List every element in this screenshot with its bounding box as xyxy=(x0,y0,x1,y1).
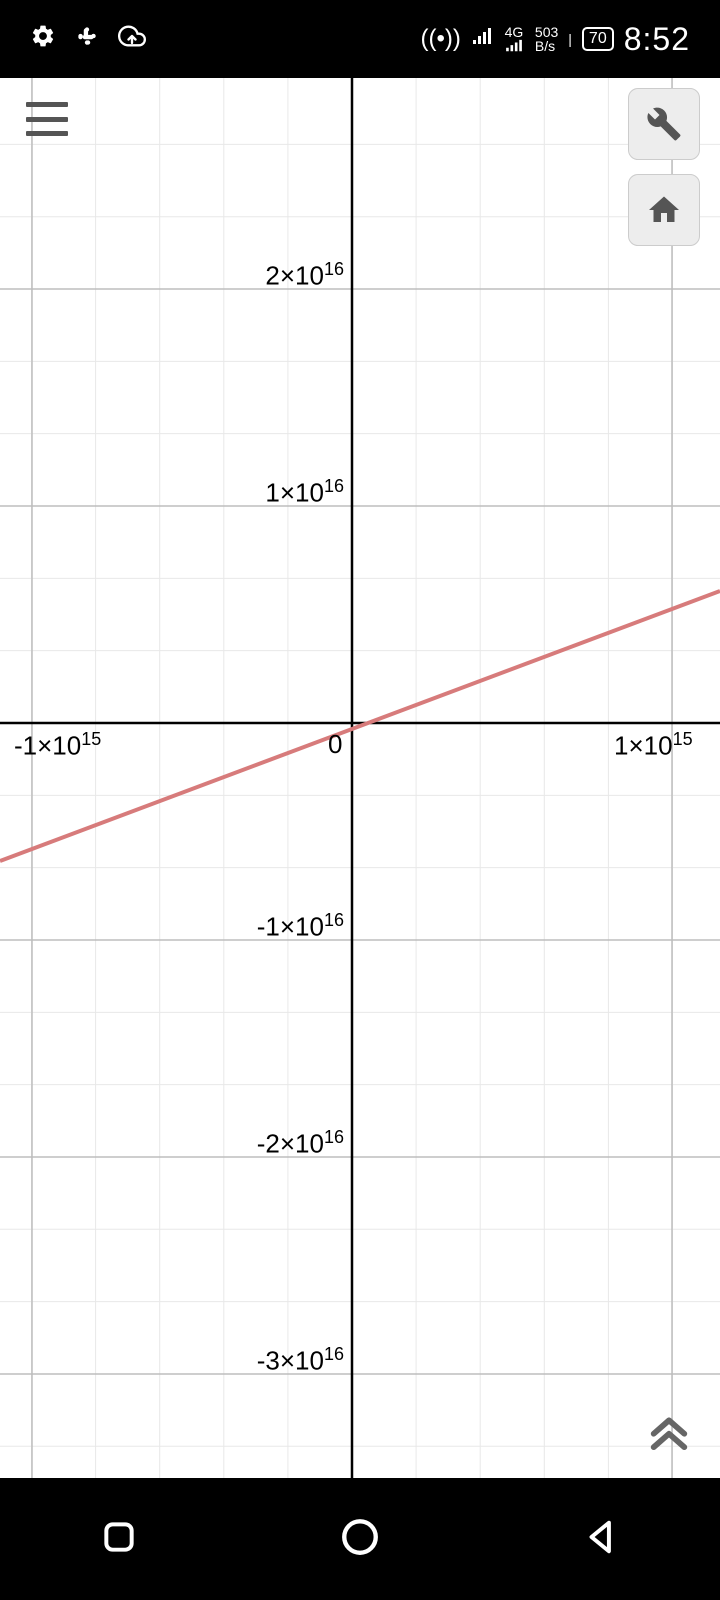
battery-indicator: 70 xyxy=(582,27,614,51)
expand-up-button[interactable] xyxy=(646,1405,692,1462)
settings-icon xyxy=(30,23,56,56)
graph-canvas[interactable]: 2×1016 1×1016 -1×1016 -2×1016 -3×1016 -1×1015… xyxy=(0,78,720,1478)
battery-divider: | xyxy=(568,31,572,47)
y-axis-label: -1×1016 xyxy=(257,910,344,943)
back-button[interactable] xyxy=(582,1518,620,1561)
x-axis-label: 0 xyxy=(328,729,342,760)
cloud-upload-icon xyxy=(118,22,146,57)
y-axis-label: -3×1016 xyxy=(257,1344,344,1377)
home-nav-button[interactable] xyxy=(339,1516,381,1563)
wrench-icon xyxy=(646,106,682,142)
status-bar: ((•)) 4G 503 B/s | 70 8:52 xyxy=(0,0,720,78)
x-axis-label: -1×1015 xyxy=(14,729,101,762)
home-button[interactable] xyxy=(628,174,700,246)
y-axis-label: 1×1016 xyxy=(265,476,344,509)
clock-time: 8:52 xyxy=(624,21,690,58)
status-left xyxy=(30,22,146,57)
android-nav-bar xyxy=(0,1478,720,1600)
y-axis-label: 2×1016 xyxy=(265,259,344,292)
recent-apps-button[interactable] xyxy=(100,1518,138,1561)
signal-icon-1 xyxy=(471,25,493,53)
slack-icon xyxy=(74,23,100,56)
y-axis-label: -2×1016 xyxy=(257,1127,344,1160)
x-axis-label: 1×1015 xyxy=(614,729,693,762)
settings-button[interactable] xyxy=(628,88,700,160)
home-icon xyxy=(646,192,682,228)
hotspot-icon: ((•)) xyxy=(421,25,461,53)
status-right: ((•)) 4G 503 B/s | 70 8:52 xyxy=(421,21,690,58)
network-type: 4G xyxy=(503,25,525,53)
graph-svg xyxy=(0,78,720,1478)
network-speed: 503 B/s xyxy=(535,25,558,53)
chevron-up-icon xyxy=(646,1405,692,1451)
menu-button[interactable] xyxy=(26,102,68,136)
